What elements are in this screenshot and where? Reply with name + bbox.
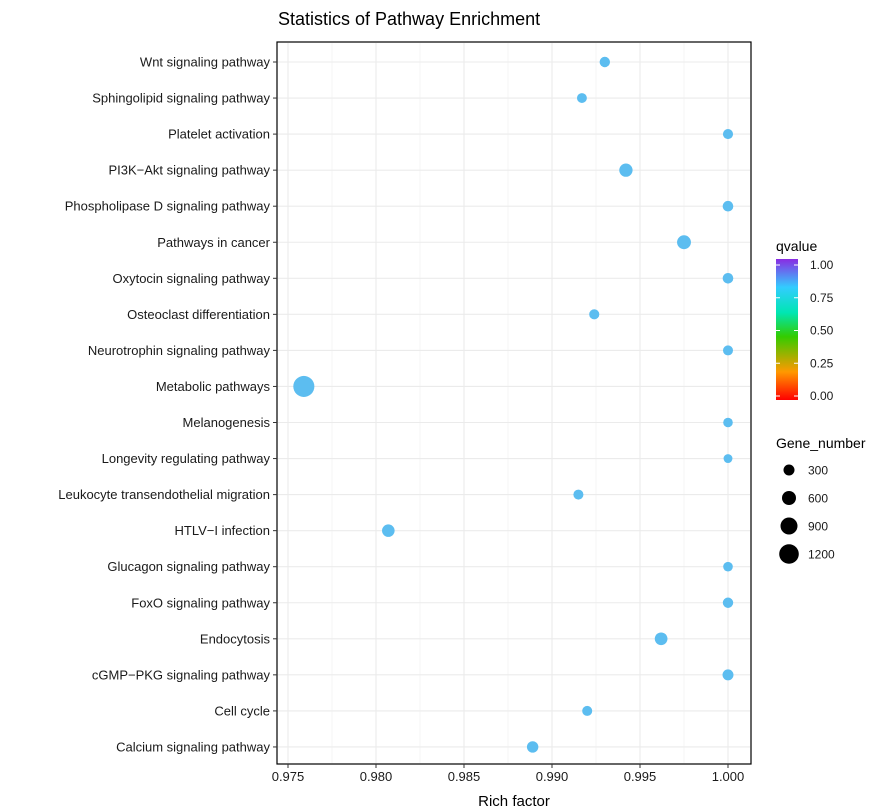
- y-tick-label: Sphingolipid signaling pathway: [92, 91, 270, 106]
- y-tick-label: Melanogenesis: [183, 415, 271, 430]
- data-point: [382, 524, 395, 537]
- qvalue-legend-label: 0.00: [810, 389, 834, 403]
- y-tick-label: Leukocyte transendothelial migration: [58, 487, 270, 502]
- data-point: [619, 163, 633, 177]
- qvalue-legend-label: 0.50: [810, 324, 834, 338]
- data-point: [722, 273, 734, 284]
- y-tick-label: Calcium signaling pathway: [116, 739, 270, 754]
- data-point: [722, 597, 734, 608]
- data-point: [582, 705, 593, 716]
- data-point: [723, 561, 733, 572]
- gene-number-legend-key: [780, 517, 798, 535]
- gene-number-legend-key: [782, 491, 796, 505]
- data-point: [723, 454, 733, 463]
- data-point: [526, 741, 539, 753]
- data-point: [589, 309, 600, 320]
- y-tick-label: cGMP−PKG signaling pathway: [92, 667, 271, 682]
- data-point: [722, 669, 734, 681]
- gene-number-legend-label: 900: [808, 520, 828, 534]
- qvalue-colorbar: [776, 259, 798, 400]
- gene-number-legend-items: 300 600 900 1200: [779, 464, 835, 564]
- qvalue-legend-label: 0.75: [810, 291, 834, 305]
- y-axis: Wnt signaling pathway Sphingolipid signal…: [58, 55, 277, 754]
- y-tick-label: Oxytocin signaling pathway: [112, 271, 270, 286]
- data-point: [722, 129, 734, 140]
- x-tick-label: 0.985: [448, 769, 481, 784]
- grid-lines: [278, 43, 750, 763]
- qvalue-legend-title: qvalue: [776, 238, 817, 254]
- data-point: [599, 56, 611, 68]
- data-points: [293, 56, 734, 753]
- gene-number-legend-key: [779, 544, 799, 564]
- data-point: [722, 200, 734, 212]
- x-tick-label: 0.975: [272, 769, 305, 784]
- data-point: [677, 235, 691, 250]
- data-point: [293, 375, 315, 397]
- data-point: [573, 489, 584, 500]
- y-tick-label: Glucagon signaling pathway: [107, 559, 270, 574]
- x-tick-label: 0.980: [360, 769, 393, 784]
- y-tick-label: Wnt signaling pathway: [140, 55, 271, 70]
- chart-title: Statistics of Pathway Enrichment: [278, 9, 540, 29]
- data-point: [576, 93, 587, 104]
- x-tick-label: 0.990: [536, 769, 569, 784]
- gene-number-legend-label: 1200: [808, 548, 835, 562]
- qvalue-legend: qvalue 1.00 0.75 0.50 0.25 0.00: [776, 238, 834, 403]
- qvalue-legend-label: 1.00: [810, 258, 834, 272]
- qvalue-legend-label: 0.25: [810, 356, 834, 370]
- x-tick-label: 0.995: [624, 769, 657, 784]
- data-point: [723, 417, 733, 428]
- gene-number-legend-title: Gene_number: [776, 435, 866, 451]
- y-tick-label: Pathways in cancer: [157, 235, 270, 250]
- y-tick-label: Platelet activation: [168, 127, 270, 142]
- gene-number-legend-key: [783, 464, 795, 476]
- y-tick-label: FoxO signaling pathway: [131, 595, 270, 610]
- x-tick-label: 1.000: [712, 769, 745, 784]
- data-point: [722, 345, 734, 356]
- x-axis-label: Rich factor: [478, 793, 550, 810]
- y-tick-label: Neurotrophin signaling pathway: [88, 343, 271, 358]
- plot-panel: [276, 41, 752, 765]
- y-tick-label: Phospholipase D signaling pathway: [65, 199, 271, 214]
- y-tick-label: Endocytosis: [200, 631, 271, 646]
- qvalue-legend-ticks: 1.00 0.75 0.50 0.25 0.00: [776, 258, 834, 403]
- y-tick-label: PI3K−Akt signaling pathway: [108, 163, 270, 178]
- gene-number-legend-label: 300: [808, 464, 828, 478]
- gene-number-legend-label: 600: [808, 492, 828, 506]
- y-tick-label: Osteoclast differentiation: [127, 307, 270, 322]
- y-tick-label: Metabolic pathways: [156, 379, 271, 394]
- x-axis: 0.975 0.980 0.985 0.990 0.995 1.000: [272, 764, 745, 784]
- data-point: [654, 632, 668, 646]
- y-tick-label: Longevity regulating pathway: [102, 451, 271, 466]
- y-tick-label: Cell cycle: [214, 703, 270, 718]
- gene-number-legend: Gene_number 300 600 900 1200: [776, 435, 866, 564]
- y-tick-label: HTLV−I infection: [174, 523, 270, 538]
